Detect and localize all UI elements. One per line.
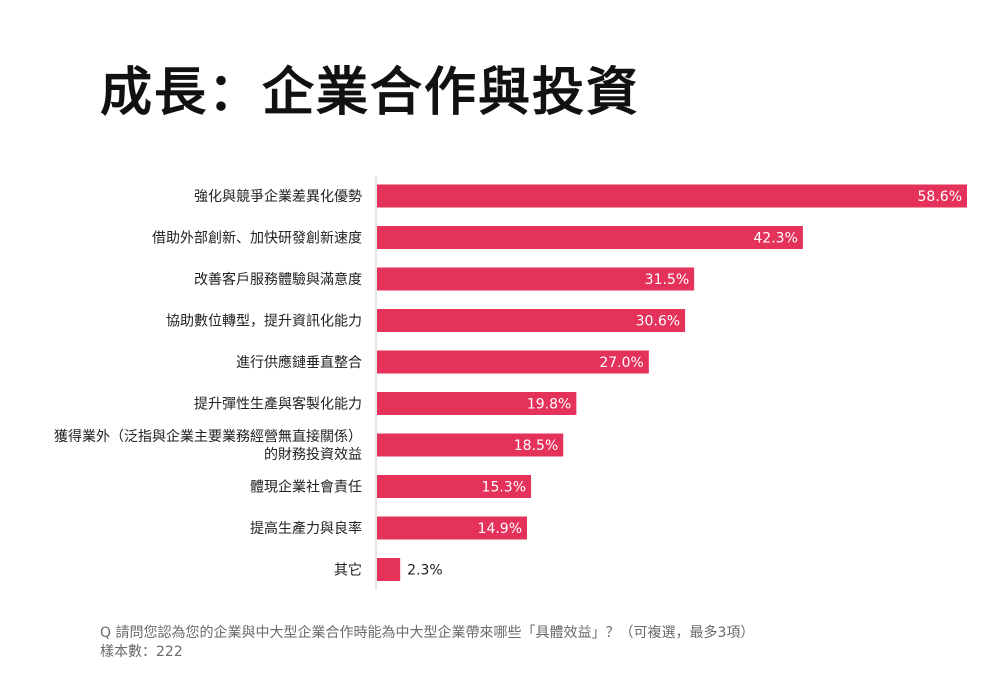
data-label: 2.3% (407, 563, 443, 579)
category-label: 其它 (334, 562, 362, 579)
category-label: 進行供應鏈垂直整合 (236, 354, 362, 371)
category-label: 協助數位轉型，提升資訊化能力 (166, 314, 362, 330)
sample-size: 樣本數：222 (100, 644, 183, 660)
data-label: 31.5% (645, 272, 689, 288)
category-label: 體現企業社會責任 (250, 479, 362, 496)
bar (377, 350, 649, 374)
category-label: 提高生產力與良率 (250, 520, 362, 537)
data-label: 15.3% (482, 480, 526, 496)
data-label: 14.9% (478, 521, 522, 537)
bar (377, 392, 577, 415)
bar (377, 309, 686, 332)
category-label: 的財務投資效益 (264, 447, 362, 463)
bar (377, 226, 803, 249)
category-label: 借助外部創新、加快研發創新速度 (152, 231, 362, 247)
data-label: 42.3% (753, 231, 797, 247)
data-label: 19.8% (527, 397, 571, 413)
survey-question: Q 請問您認為您的企業與中大型企業合作時能為中大型企業帶來哪些「具體效益」？（可… (100, 625, 755, 641)
bar (377, 558, 401, 581)
page-title: 成長：企業合作與投資 (100, 63, 641, 123)
data-label: 27.0% (599, 355, 643, 371)
bar-chart: 58.6% 強化與競爭企業差異化優勢 42.3% 借助外部創新、加快研發創新速度 31.… (54, 176, 967, 590)
category-label: 獲得業外（泛指與企業主要業務經營無直接關係） (54, 428, 362, 445)
bar (377, 433, 564, 457)
category-label: 改善客戶服務體驗與滿意度 (194, 271, 362, 288)
bar (377, 516, 528, 540)
category-label: 提升彈性生產與客製化能力 (194, 396, 362, 413)
bar (377, 184, 967, 208)
bar (377, 267, 695, 291)
data-label: 58.6% (918, 189, 962, 205)
data-label: 30.6% (636, 314, 680, 330)
chart-footnote: Q 請問您認為您的企業與中大型企業合作時能為中大型企業帶來哪些「具體效益」？（可… (100, 624, 754, 662)
bar (377, 475, 532, 498)
category-label: 強化與競爭企業差異化優勢 (194, 188, 362, 205)
data-label: 18.5% (514, 438, 558, 454)
